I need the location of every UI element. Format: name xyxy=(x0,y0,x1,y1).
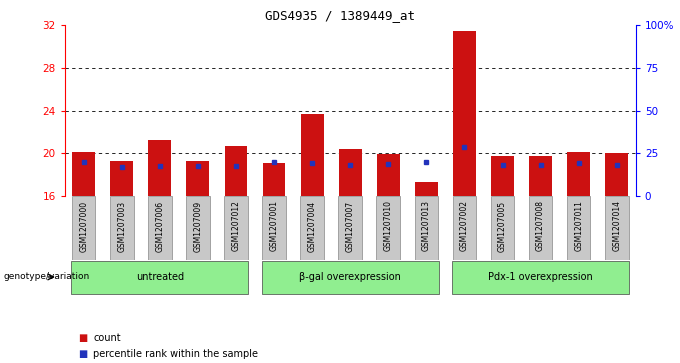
Text: count: count xyxy=(93,333,121,343)
Bar xyxy=(224,146,248,196)
Text: GSM1207014: GSM1207014 xyxy=(612,200,622,252)
Bar xyxy=(567,152,590,196)
Bar xyxy=(529,155,552,196)
Bar xyxy=(72,152,95,196)
Bar xyxy=(605,153,628,196)
Text: GSM1207000: GSM1207000 xyxy=(79,200,88,252)
Text: GSM1207006: GSM1207006 xyxy=(155,200,165,252)
Bar xyxy=(110,161,133,196)
Bar xyxy=(186,161,209,196)
Bar xyxy=(415,196,438,260)
Bar xyxy=(339,149,362,196)
Bar xyxy=(262,196,286,260)
Text: GSM1207009: GSM1207009 xyxy=(193,200,203,252)
Bar xyxy=(453,31,476,196)
Text: GSM1207007: GSM1207007 xyxy=(345,200,355,252)
Bar xyxy=(72,196,95,260)
Text: β-gal overexpression: β-gal overexpression xyxy=(299,272,401,282)
Text: percentile rank within the sample: percentile rank within the sample xyxy=(93,349,258,359)
Text: GSM1207005: GSM1207005 xyxy=(498,200,507,252)
Text: GSM1207002: GSM1207002 xyxy=(460,200,469,252)
Bar xyxy=(491,155,514,196)
Text: GSM1207010: GSM1207010 xyxy=(384,200,393,252)
Bar xyxy=(301,114,324,196)
Bar xyxy=(529,196,552,260)
Bar xyxy=(71,261,248,294)
Bar xyxy=(377,196,400,260)
Bar xyxy=(301,196,324,260)
Bar xyxy=(491,196,514,260)
Bar xyxy=(453,196,476,260)
Text: ■: ■ xyxy=(78,349,88,359)
Text: GSM1207013: GSM1207013 xyxy=(422,200,431,252)
Text: GSM1207004: GSM1207004 xyxy=(307,200,317,252)
Bar xyxy=(377,154,400,196)
Text: GSM1207001: GSM1207001 xyxy=(269,200,279,252)
Text: GSM1207011: GSM1207011 xyxy=(574,200,583,251)
Bar xyxy=(567,196,590,260)
Bar xyxy=(262,163,286,196)
Text: GDS4935 / 1389449_at: GDS4935 / 1389449_at xyxy=(265,9,415,22)
Text: genotype/variation: genotype/variation xyxy=(3,273,90,281)
Bar xyxy=(415,182,438,196)
Text: ■: ■ xyxy=(78,333,88,343)
Bar xyxy=(110,196,133,260)
Text: GSM1207012: GSM1207012 xyxy=(231,200,241,251)
Text: untreated: untreated xyxy=(136,272,184,282)
Bar xyxy=(262,261,439,294)
Bar xyxy=(339,196,362,260)
Text: GSM1207003: GSM1207003 xyxy=(117,200,126,252)
Bar xyxy=(186,196,209,260)
Bar xyxy=(605,196,628,260)
Text: Pdx-1 overexpression: Pdx-1 overexpression xyxy=(488,272,593,282)
Text: GSM1207008: GSM1207008 xyxy=(536,200,545,252)
Bar xyxy=(148,196,171,260)
Bar xyxy=(224,196,248,260)
Bar xyxy=(452,261,629,294)
Bar xyxy=(148,139,171,196)
